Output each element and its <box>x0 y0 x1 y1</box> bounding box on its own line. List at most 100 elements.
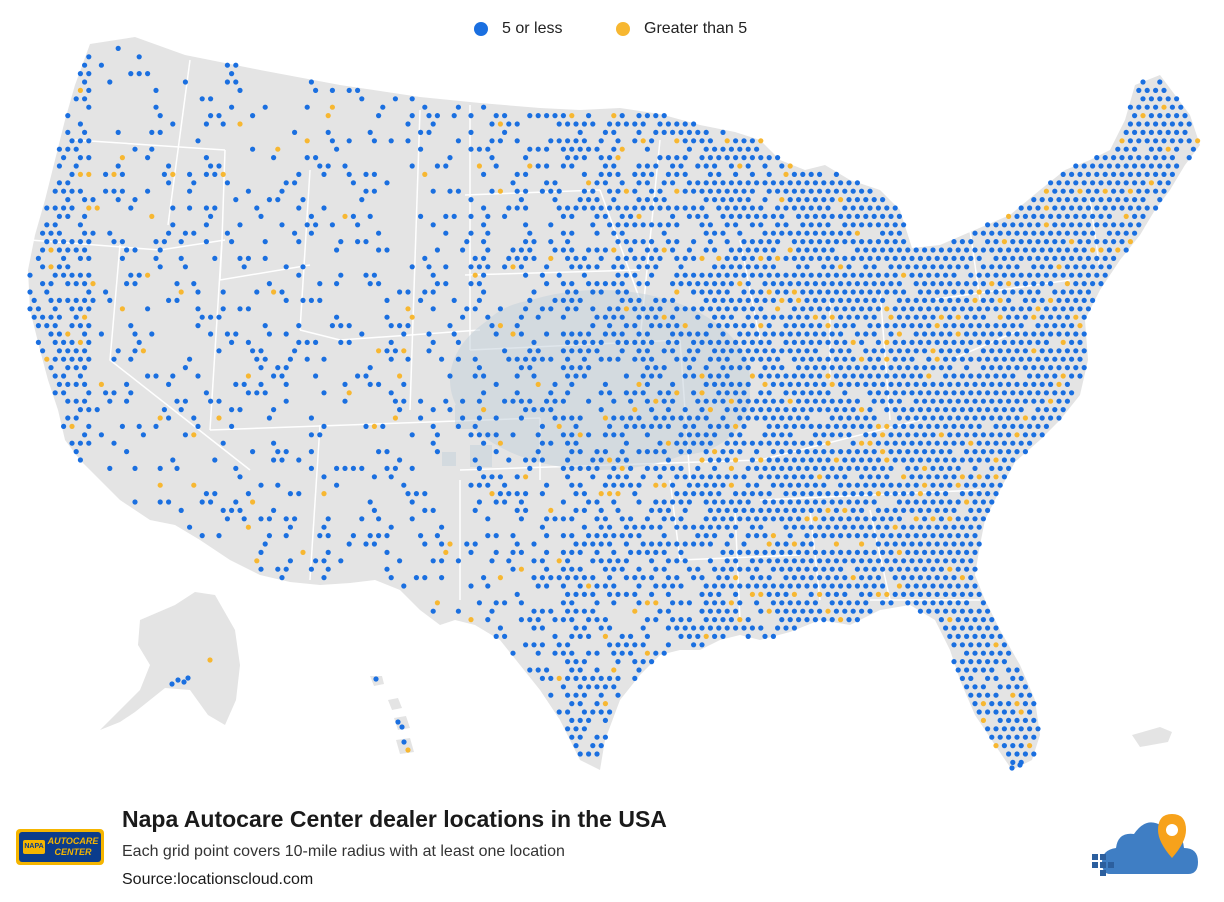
location-dot-5-or-less <box>287 356 293 362</box>
location-dot-5-or-less <box>922 398 928 404</box>
location-dot-5-or-less <box>531 373 537 379</box>
location-dot-5-or-less <box>749 457 756 463</box>
location-dot-greater-than-5 <box>602 633 609 640</box>
location-dot-greater-than-5 <box>770 533 777 539</box>
location-dot-5-or-less <box>997 482 1003 488</box>
location-dot-5-or-less <box>724 323 730 329</box>
location-dot-greater-than-5 <box>300 549 306 556</box>
location-dot-5-or-less <box>926 457 932 463</box>
location-dot-5-or-less <box>712 180 718 186</box>
location-dot-5-or-less <box>766 457 772 463</box>
location-dot-5-or-less <box>1018 692 1024 698</box>
location-dot-greater-than-5 <box>1043 188 1049 194</box>
location-dot-5-or-less <box>1111 222 1117 228</box>
location-dot-5-or-less <box>569 482 575 488</box>
location-dot-5-or-less <box>489 558 495 564</box>
location-dot-5-or-less <box>1119 171 1125 177</box>
location-dot-5-or-less <box>552 381 558 387</box>
location-dot-5-or-less <box>976 524 982 530</box>
location-dot-5-or-less <box>245 339 251 345</box>
location-dot-5-or-less <box>867 558 873 564</box>
location-dot-5-or-less <box>842 356 848 362</box>
location-dot-5-or-less <box>745 348 751 354</box>
location-dot-5-or-less <box>796 180 802 186</box>
location-dot-5-or-less <box>846 465 852 471</box>
location-dot-5-or-less <box>569 331 575 337</box>
location-dot-5-or-less <box>678 264 684 270</box>
location-dot-5-or-less <box>712 633 718 640</box>
location-dot-5-or-less <box>892 457 898 463</box>
location-dot-5-or-less <box>955 600 961 606</box>
location-dot-5-or-less <box>262 541 268 547</box>
location-dot-5-or-less <box>124 449 130 455</box>
location-dot-5-or-less <box>1094 239 1100 245</box>
location-dot-5-or-less <box>476 499 482 505</box>
location-dot-5-or-less <box>905 482 911 488</box>
location-dot-5-or-less <box>955 381 961 387</box>
location-dot-5-or-less <box>993 356 999 362</box>
location-dot-5-or-less <box>749 356 756 362</box>
map-subtitle: Each grid point covers 10-mile radius wi… <box>122 843 565 860</box>
location-dot-5-or-less <box>644 281 651 287</box>
location-dot-5-or-less <box>308 432 314 438</box>
location-dot-5-or-less <box>682 524 688 530</box>
location-dot-5-or-less <box>556 121 562 127</box>
location-dot-5-or-less <box>1048 348 1054 354</box>
location-dot-5-or-less <box>691 474 697 480</box>
location-dot-greater-than-5 <box>535 381 541 387</box>
location-dot-5-or-less <box>208 96 214 102</box>
location-dot-5-or-less <box>565 575 571 581</box>
location-dot-5-or-less <box>1035 390 1041 396</box>
location-dot-5-or-less <box>254 356 260 362</box>
location-dot-5-or-less <box>854 197 861 203</box>
location-dot-5-or-less <box>964 432 970 438</box>
location-dot-5-or-less <box>901 289 907 295</box>
location-dot-5-or-less <box>628 415 634 421</box>
location-dot-5-or-less <box>766 558 772 564</box>
location-dot-5-or-less <box>959 541 966 547</box>
location-dot-5-or-less <box>581 356 588 362</box>
location-dot-5-or-less <box>779 482 785 488</box>
location-dot-5-or-less <box>909 558 915 564</box>
location-dot-5-or-less <box>754 533 760 539</box>
location-dot-5-or-less <box>670 398 676 404</box>
location-dot-5-or-less <box>548 138 554 144</box>
location-dot-5-or-less <box>334 482 340 488</box>
location-dot-5-or-less <box>749 188 756 194</box>
location-dot-5-or-less <box>1035 239 1041 245</box>
location-dot-5-or-less <box>762 247 768 253</box>
location-dot-5-or-less <box>699 608 705 614</box>
location-dot-5-or-less <box>678 415 684 421</box>
location-dot-5-or-less <box>657 507 663 513</box>
location-dot-5-or-less <box>951 306 957 312</box>
location-dot-5-or-less <box>1140 213 1146 219</box>
location-dot-5-or-less <box>86 289 92 295</box>
location-dot-5-or-less <box>565 373 571 379</box>
location-dot-5-or-less <box>724 289 730 295</box>
location-dot-5-or-less <box>670 617 676 623</box>
location-dot-5-or-less <box>657 121 663 127</box>
location-dot-5-or-less <box>859 507 865 513</box>
location-dot-5-or-less <box>842 323 848 329</box>
location-dot-5-or-less <box>611 465 617 471</box>
location-dot-5-or-less <box>968 659 974 665</box>
location-dot-5-or-less <box>812 197 819 203</box>
location-dot-5-or-less <box>552 617 558 623</box>
location-dot-greater-than-5 <box>733 575 739 581</box>
location-dot-5-or-less <box>859 222 865 228</box>
location-dot-5-or-less <box>485 583 491 589</box>
location-dot-5-or-less <box>850 491 856 497</box>
location-dot-5-or-less <box>1077 272 1083 278</box>
location-dot-greater-than-5 <box>644 650 651 656</box>
location-dot-5-or-less <box>724 407 730 413</box>
location-dot-5-or-less <box>212 255 218 261</box>
location-dot-5-or-less <box>636 129 642 135</box>
location-dot-5-or-less <box>770 247 777 253</box>
location-dot-greater-than-5 <box>854 230 861 236</box>
location-dot-5-or-less <box>972 533 978 539</box>
location-dot-5-or-less <box>917 390 924 396</box>
location-dot-5-or-less <box>737 549 743 556</box>
location-dot-5-or-less <box>657 608 663 614</box>
location-dot-5-or-less <box>909 491 915 497</box>
location-dot-5-or-less <box>964 297 970 303</box>
